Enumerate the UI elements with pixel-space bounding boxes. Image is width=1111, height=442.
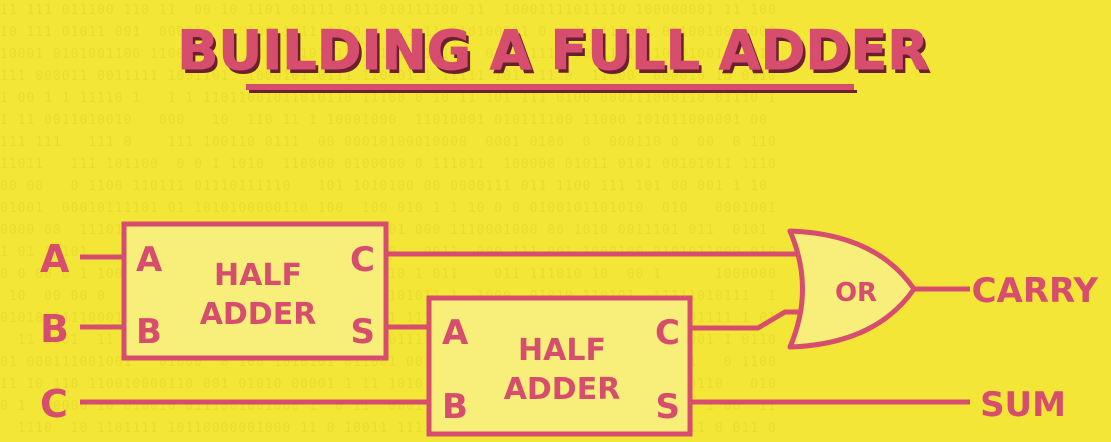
input-label-a: A (40, 237, 70, 281)
half-adder-2: HALF ADDER A B C S (426, 295, 693, 437)
half-adder-1-port-a: A (136, 240, 163, 280)
half-adder-2-label-half: HALF (518, 333, 606, 368)
or-gate: OR (787, 228, 917, 350)
page-title-shadow: BUILDING A FULL ADDER (180, 23, 932, 86)
half-adder-2-label-adder: ADDER (504, 372, 621, 407)
half-adder-1-port-c: C (350, 240, 375, 280)
title-underline-shadow (249, 90, 857, 93)
half-adder-1-label-half: HALF (214, 258, 302, 293)
half-adder-2-port-s: S (656, 387, 681, 427)
half-adder-1: HALF ADDER A B C S (121, 221, 389, 361)
half-adder-2-port-b: B (442, 387, 468, 427)
or-gate-label: OR (835, 278, 877, 308)
output-label-carry: CARRY (972, 271, 1099, 311)
half-adder-2-port-a: A (442, 313, 469, 353)
half-adder-1-port-b: B (136, 312, 162, 352)
output-label-sum: SUM (980, 385, 1066, 425)
half-adder-1-box (121, 221, 389, 361)
input-label-b: B (40, 307, 69, 351)
or-gate-shape (787, 228, 917, 350)
half-adder-1-port-s: S (351, 312, 376, 352)
title-underline (246, 84, 854, 90)
title-group: BUILDING A FULL ADDER BUILDING A FULL AD… (177, 19, 932, 93)
half-adder-2-box (426, 295, 693, 437)
half-adder-2-port-c: C (655, 313, 680, 353)
page-title: BUILDING A FULL ADDER (177, 19, 929, 82)
input-label-c: C (40, 382, 68, 426)
half-adder-1-label-adder: ADDER (200, 297, 317, 332)
